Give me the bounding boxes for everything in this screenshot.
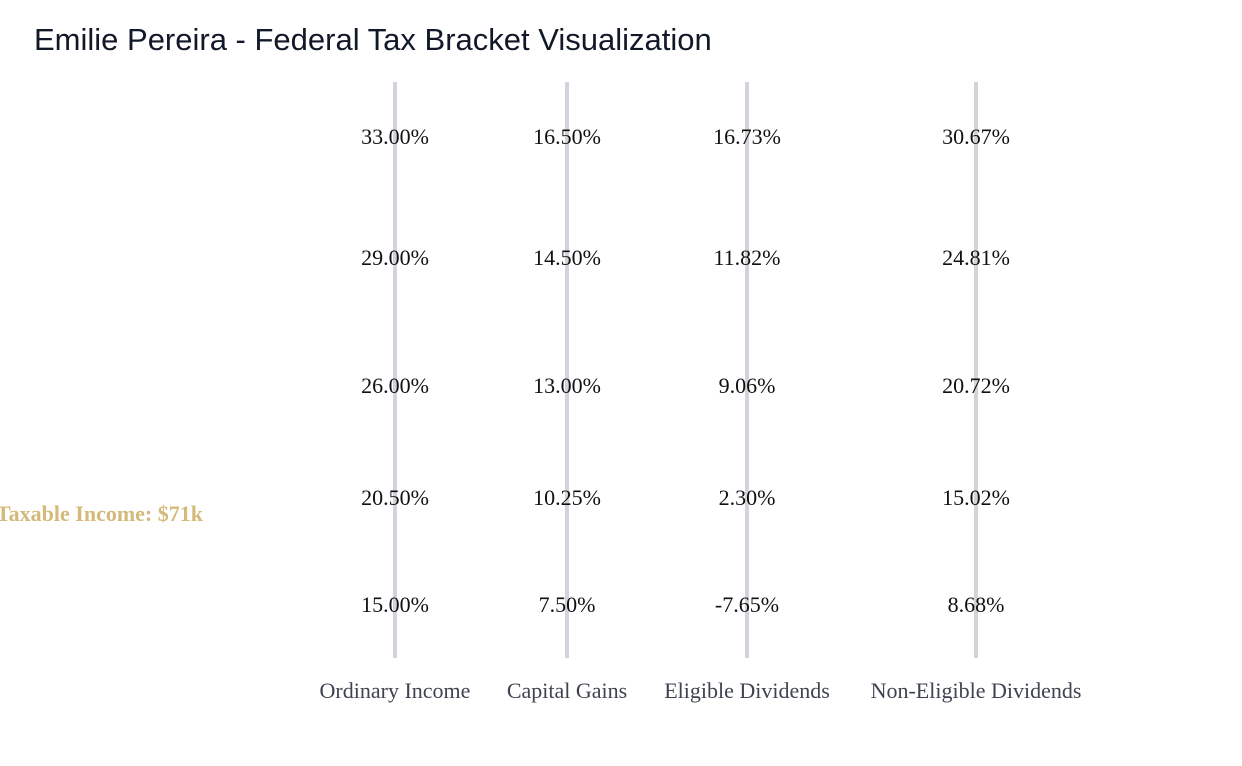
rate-label: 30.67% [942, 124, 1010, 149]
rate-label: 29.00% [361, 245, 429, 270]
rate-label: 15.00% [361, 592, 429, 617]
rate-label: 26.00% [361, 373, 429, 398]
rate-label: 8.68% [948, 592, 1005, 617]
rate-label: 20.72% [942, 373, 1010, 398]
rate-label: 7.50% [539, 592, 596, 617]
rate-labels: 15.00% 7.50% -7.65% 8.68% 20.50% 10.25% 2.30% 1… [361, 124, 1010, 617]
rate-label: 24.81% [942, 245, 1010, 270]
rate-label: 20.50% [361, 485, 429, 510]
column-label-eligible-dividends: Eligible Dividends [664, 678, 830, 703]
column-label-non-eligible-dividends: Non-Eligible Dividends [871, 678, 1082, 703]
column-label-ordinary-income: Ordinary Income [320, 678, 471, 703]
rate-label: 9.06% [719, 373, 776, 398]
rate-label: 2.30% [719, 485, 776, 510]
rate-label: 16.50% [533, 124, 601, 149]
column-labels: Ordinary Income Capital Gains Eligible Div… [320, 678, 1082, 703]
rate-label: 15.02% [942, 485, 1010, 510]
page-title: Emilie Pereira - Federal Tax Bracket Vis… [34, 22, 712, 57]
rate-label: -7.65% [715, 592, 779, 617]
rate-label: 16.73% [713, 124, 781, 149]
rate-label: 11.82% [713, 245, 780, 270]
rate-label: 14.50% [533, 245, 601, 270]
column-label-capital-gains: Capital Gains [507, 678, 627, 703]
rate-label: 13.00% [533, 373, 601, 398]
column-lines [393, 82, 978, 658]
rate-label: 33.00% [361, 124, 429, 149]
income-marker-label: Taxable Income: $71k [0, 501, 204, 526]
rate-label: 10.25% [533, 485, 601, 510]
